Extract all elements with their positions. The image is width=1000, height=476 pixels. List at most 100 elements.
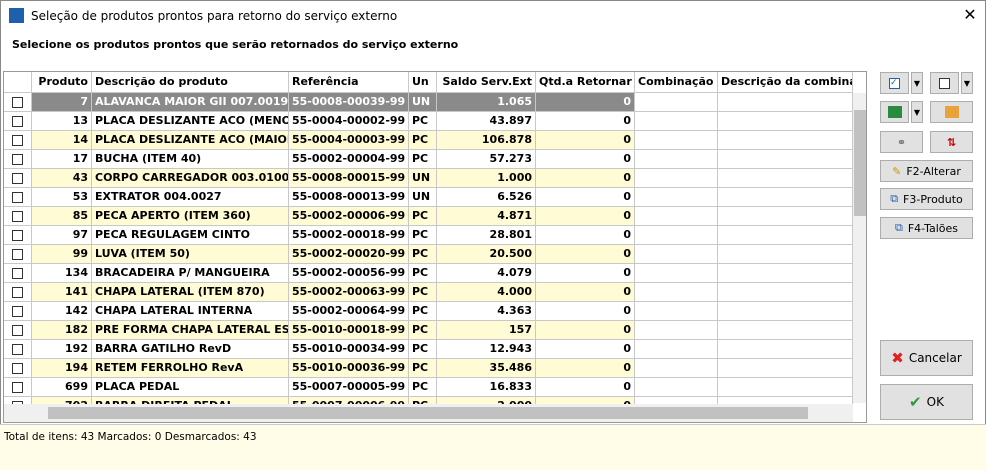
- column-header[interactable]: Saldo Serv.Ext: [437, 72, 536, 93]
- table-cell: 194: [32, 359, 92, 378]
- cancel-button[interactable]: ✖ Cancelar: [880, 340, 973, 376]
- row-checkbox[interactable]: [4, 112, 32, 131]
- table-cell: 0: [536, 169, 635, 188]
- table-cell: [635, 283, 718, 302]
- table-cell: 0: [536, 112, 635, 131]
- check-all[interactable]: ✓: [880, 72, 909, 94]
- app-icon: [9, 8, 24, 23]
- column-header[interactable]: Produto: [32, 72, 92, 93]
- link-button[interactable]: ⚭: [880, 131, 923, 153]
- table-cell: 55-0002-00020-99: [289, 245, 409, 264]
- table-cell: [635, 169, 718, 188]
- column-header[interactable]: Un: [409, 72, 437, 93]
- table-cell: 4.363: [437, 302, 536, 321]
- row-checkbox[interactable]: [4, 283, 32, 302]
- table-cell: [635, 245, 718, 264]
- table-cell: 55-0007-00005-99: [289, 378, 409, 397]
- table-cell: [718, 93, 853, 112]
- column-header[interactable]: Descrição da combinaç: [718, 72, 853, 93]
- table-cell: 20.500: [437, 245, 536, 264]
- table-cell: 57.273: [437, 150, 536, 169]
- column-header[interactable]: Qtd.a Retornar: [536, 72, 635, 93]
- table-cell: 0: [536, 359, 635, 378]
- table-cell: PC: [409, 283, 437, 302]
- table-cell: [718, 302, 853, 321]
- row-checkbox[interactable]: [4, 150, 32, 169]
- sort-button[interactable]: ⇅: [930, 131, 973, 153]
- table-cell: 0: [536, 283, 635, 302]
- table-cell: 0: [536, 93, 635, 112]
- table-cell: 0: [536, 321, 635, 340]
- close-button[interactable]: ✕: [963, 5, 977, 24]
- product-grid: Produto Descrição do produto Referência Un S…: [3, 71, 867, 423]
- row-checkbox[interactable]: [4, 378, 32, 397]
- row-checkbox[interactable]: [4, 131, 32, 150]
- excel-button[interactable]: [880, 101, 909, 123]
- table-cell: [718, 378, 853, 397]
- row-checkbox[interactable]: [4, 359, 32, 378]
- table-cell: 0: [536, 264, 635, 283]
- table-cell: 4.871: [437, 207, 536, 226]
- row-checkbox[interactable]: [4, 207, 32, 226]
- table-cell: EXTRATOR 004.0027: [92, 188, 289, 207]
- table-cell: [718, 131, 853, 150]
- row-checkbox[interactable]: [4, 188, 32, 207]
- table-cell: 142: [32, 302, 92, 321]
- table-cell: 55-0002-00018-99: [289, 226, 409, 245]
- excel-menu[interactable]: ▼: [911, 101, 923, 123]
- uncheck-all[interactable]: [930, 72, 959, 94]
- table-cell: 55-0008-00015-99: [289, 169, 409, 188]
- table-cell: [635, 207, 718, 226]
- taloes-button[interactable]: ⧉ F4-Talões: [880, 217, 973, 239]
- row-checkbox[interactable]: [4, 169, 32, 188]
- column-header[interactable]: Combinação: [635, 72, 718, 93]
- table-cell: [718, 340, 853, 359]
- table-cell: 4.000: [437, 283, 536, 302]
- table-cell: 99: [32, 245, 92, 264]
- table-cell: 55-0004-00003-99: [289, 131, 409, 150]
- row-checkbox[interactable]: [4, 302, 32, 321]
- column-header[interactable]: Referência: [289, 72, 409, 93]
- column-header[interactable]: Descrição do produto: [92, 72, 289, 93]
- table-cell: [718, 169, 853, 188]
- table-cell: UN: [409, 169, 437, 188]
- table-cell: PC: [409, 340, 437, 359]
- table-cell: 55-0002-00056-99: [289, 264, 409, 283]
- table-cell: BARRA GATILHO RevD: [92, 340, 289, 359]
- table-cell: 12.943: [437, 340, 536, 359]
- table-cell: [635, 359, 718, 378]
- config-button[interactable]: [930, 101, 973, 123]
- table-cell: 4.079: [437, 264, 536, 283]
- table-cell: [635, 188, 718, 207]
- row-checkbox[interactable]: [4, 321, 32, 340]
- table-cell: CHAPA LATERAL (ITEM 870): [92, 283, 289, 302]
- table-cell: UN: [409, 188, 437, 207]
- table-cell: [635, 93, 718, 112]
- table-cell: [635, 226, 718, 245]
- row-checkbox[interactable]: [4, 226, 32, 245]
- row-checkbox[interactable]: [4, 93, 32, 112]
- status-text: Total de itens: 43 Marcados: 0 Desmarcad…: [4, 431, 257, 443]
- produto-button[interactable]: ⧉ F3-Produto: [880, 188, 973, 210]
- table-cell: 0: [536, 340, 635, 359]
- window-title: Seleção de produtos prontos para retorno…: [31, 9, 398, 23]
- check-menu[interactable]: ▼: [911, 72, 923, 94]
- table-cell: PC: [409, 302, 437, 321]
- ok-button[interactable]: ✔ OK: [880, 384, 973, 420]
- alterar-button[interactable]: ✎ F2-Alterar: [880, 160, 973, 182]
- table-cell: PLACA DESLIZANTE ACO (MAIOR): [92, 131, 289, 150]
- row-checkbox[interactable]: [4, 245, 32, 264]
- table-cell: 134: [32, 264, 92, 283]
- table-cell: 192: [32, 340, 92, 359]
- table-cell: 106.878: [437, 131, 536, 150]
- table-cell: [718, 359, 853, 378]
- table-cell: 43: [32, 169, 92, 188]
- table-cell: 0: [536, 302, 635, 321]
- uncheck-menu[interactable]: ▼: [961, 72, 973, 94]
- table-cell: CORPO CARREGADOR 003.0100: [92, 169, 289, 188]
- table-cell: [635, 131, 718, 150]
- row-checkbox[interactable]: [4, 340, 32, 359]
- table-cell: 0: [536, 131, 635, 150]
- table-cell: 55-0004-00002-99: [289, 112, 409, 131]
- row-checkbox[interactable]: [4, 264, 32, 283]
